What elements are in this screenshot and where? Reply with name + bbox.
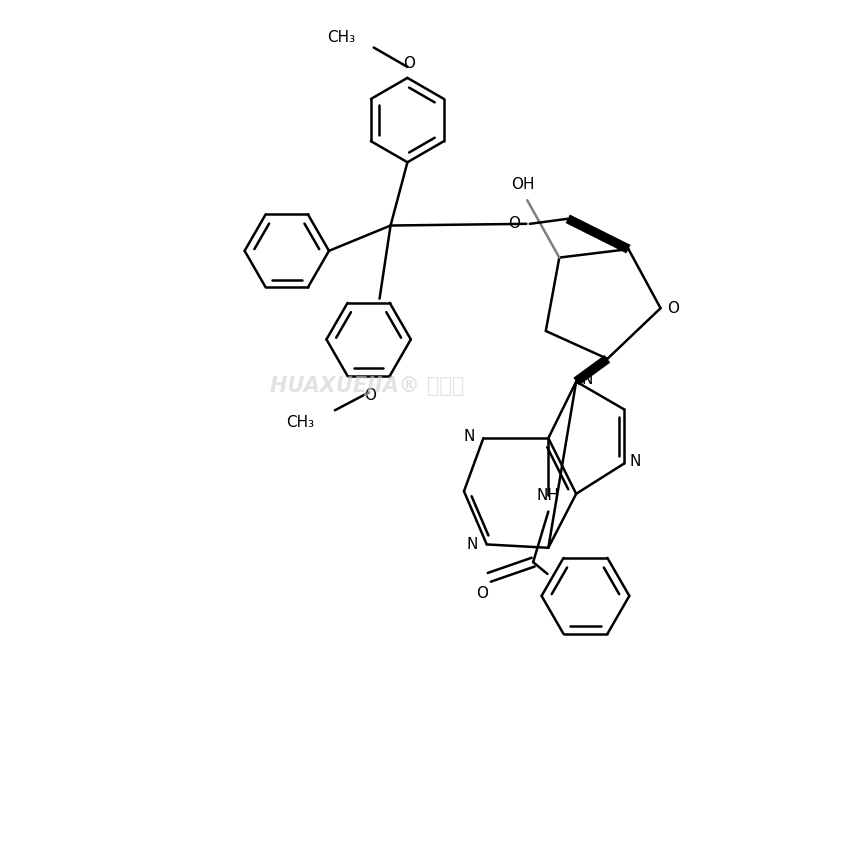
Text: N: N — [630, 455, 641, 469]
Text: O: O — [509, 217, 521, 231]
Text: O: O — [476, 586, 488, 601]
Text: O: O — [403, 56, 415, 71]
Text: CH₃: CH₃ — [327, 30, 355, 45]
Text: NH: NH — [537, 488, 560, 503]
Text: N: N — [463, 429, 475, 444]
Text: N: N — [581, 372, 593, 388]
Text: HUAXUEJIA® 化学加: HUAXUEJIA® 化学加 — [270, 376, 464, 395]
Text: CH₃: CH₃ — [286, 414, 314, 430]
Text: O: O — [365, 389, 377, 403]
Text: N: N — [467, 537, 478, 552]
Text: O: O — [667, 300, 679, 316]
Text: OH: OH — [511, 177, 535, 192]
